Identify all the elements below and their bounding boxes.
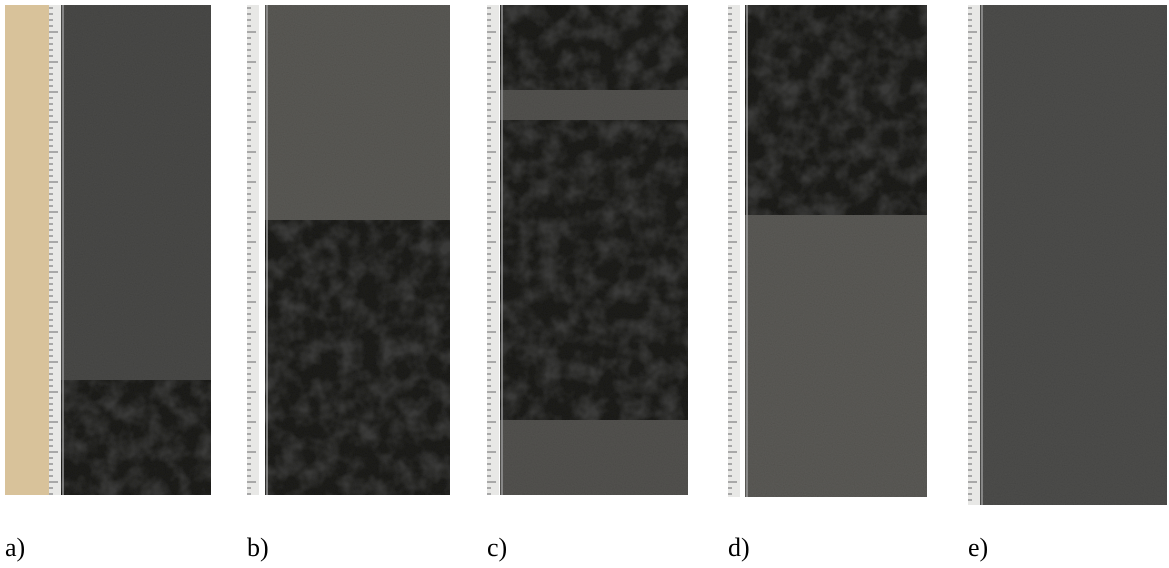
tape-ruler	[487, 5, 499, 495]
panel-label: a)	[5, 533, 25, 562]
wood-ruler	[5, 5, 49, 495]
peat-texture	[500, 120, 688, 420]
tape-ruler	[728, 5, 740, 497]
peat-texture	[500, 5, 688, 90]
peat-texture	[61, 380, 211, 495]
tape-ruler	[247, 5, 259, 495]
core-photo	[728, 5, 927, 497]
panel-label: e)	[968, 533, 988, 562]
panel-label: b)	[247, 533, 269, 562]
peat-texture	[745, 5, 927, 215]
core-photo	[487, 5, 688, 495]
core-photo	[247, 5, 450, 495]
panel-label: c)	[487, 533, 507, 562]
core-photo	[5, 5, 211, 495]
core-photo	[968, 5, 1167, 505]
tape-ruler	[49, 5, 61, 495]
peat-texture	[265, 220, 450, 495]
sediment	[980, 5, 1167, 505]
panel-label: d)	[728, 533, 750, 562]
